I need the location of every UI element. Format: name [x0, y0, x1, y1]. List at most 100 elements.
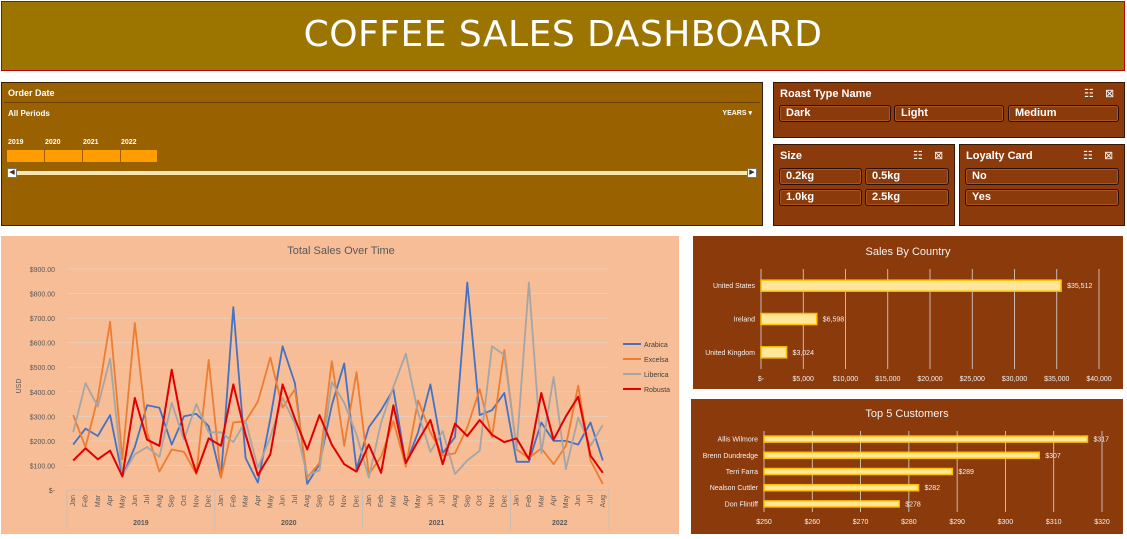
- bar[interactable]: [760, 279, 1062, 292]
- slicer-item-dark[interactable]: Dark: [779, 105, 891, 122]
- x-tick-label: Jul: [144, 495, 151, 504]
- x-tick-label: Dec: [501, 495, 508, 508]
- x-tick-label: $270: [853, 519, 869, 526]
- x-tick-label: Dec: [206, 495, 213, 508]
- slicer-item-1-0kg[interactable]: 1.0kg: [779, 189, 862, 206]
- timeline-scrollbar[interactable]: ◀ ▶: [7, 168, 757, 178]
- clear-filter-icon[interactable]: ⊠: [1104, 150, 1114, 162]
- slicer-item-0-5kg[interactable]: 0.5kg: [865, 168, 949, 185]
- x-tick-label: Jul: [292, 495, 299, 504]
- timeline-year-bar-2020[interactable]: [45, 150, 83, 162]
- y-axis-label: USD: [16, 379, 23, 394]
- x-tick-label: Aug: [452, 495, 459, 508]
- sales-by-country-panel: Sales By Country $35,512 $6,598 $3,024 $- $5…: [693, 236, 1123, 389]
- x-tick-label: Oct: [329, 495, 336, 506]
- slicer-item-2-5kg[interactable]: 2.5kg: [865, 189, 949, 206]
- x-tick-label: $5,000: [793, 376, 815, 383]
- category-label: Nealson Cuttler: [710, 485, 759, 492]
- x-tick-label: Sep: [169, 495, 176, 508]
- category-label: Brenn Dundredge: [703, 453, 758, 460]
- bar[interactable]: [760, 312, 818, 326]
- multi-select-icon[interactable]: ☷: [1083, 150, 1093, 162]
- slicer-item-medium[interactable]: Medium: [1008, 105, 1119, 122]
- x-tick-label: $250: [756, 519, 772, 526]
- y-tick-label: $500.00: [30, 365, 55, 372]
- x-tick-label: $40,000: [1086, 376, 1111, 383]
- data-label: $289: [958, 469, 974, 476]
- x-tick-label: Jan: [366, 495, 373, 506]
- slicer-item-no[interactable]: No: [965, 168, 1119, 185]
- y-tick-label: $100.00: [30, 463, 55, 470]
- slicer-item-0-2kg[interactable]: 0.2kg: [779, 168, 862, 185]
- x-tick-label: $25,000: [960, 376, 985, 383]
- multi-select-icon[interactable]: ☷: [913, 150, 923, 162]
- timeline-year-label: 2020: [45, 139, 61, 146]
- x-tick-label: $300: [998, 519, 1014, 526]
- x-tick-label: $35,000: [1044, 376, 1069, 383]
- total-sales-chart-panel: Total Sales Over Time USD $- $100.00 $200.…: [1, 236, 679, 534]
- legend-label: Excelsa: [644, 357, 669, 364]
- series-line-arabica: [72, 281, 604, 485]
- year-label: 2022: [552, 520, 568, 527]
- bar[interactable]: [763, 500, 900, 508]
- slicer-item-light[interactable]: Light: [894, 105, 1004, 122]
- timeline-year-bar-2022[interactable]: [121, 150, 158, 162]
- x-tick-label: Apr: [255, 494, 262, 506]
- x-tick-label: Dec: [353, 495, 360, 508]
- x-tick-label: Feb: [378, 495, 385, 507]
- x-tick-label: Jul: [440, 495, 447, 504]
- x-tick-label: Oct: [477, 495, 484, 506]
- x-tick-label: May: [267, 495, 274, 509]
- x-tick-label: Aug: [304, 495, 311, 508]
- total-sales-chart: Total Sales Over Time USD $- $100.00 $200.…: [16, 245, 670, 530]
- y-tick-label: $700.00: [30, 316, 55, 323]
- bar[interactable]: [763, 467, 954, 476]
- multi-select-icon[interactable]: ☷: [1084, 88, 1094, 100]
- timeline-level-selector[interactable]: YEARS ▾: [722, 109, 752, 117]
- category-label: Ireland: [734, 317, 756, 324]
- bar[interactable]: [763, 483, 920, 492]
- series-line-robusta: [72, 368, 604, 478]
- timeline-level-label: YEARS: [722, 110, 747, 117]
- y-tick-label: $900.00: [30, 267, 55, 274]
- x-tick-label: Oct: [181, 495, 188, 506]
- x-tick-label: Mar: [95, 494, 102, 507]
- x-tick-label: Mar: [538, 494, 545, 507]
- bar[interactable]: [763, 451, 1040, 460]
- x-tick-label: Jan: [218, 495, 225, 506]
- timeline-scroll-rail[interactable]: [17, 171, 747, 175]
- x-tick-label: Jan: [514, 495, 521, 506]
- x-tick-label: Feb: [82, 495, 89, 507]
- x-tick-label: Apr: [107, 494, 114, 506]
- x-tick-label: Jan: [70, 495, 77, 506]
- timeline-year-bar-2021[interactable]: [83, 150, 121, 162]
- bar[interactable]: [760, 346, 788, 359]
- size-slicer: Size ☷ ⊠ 0.2kg 0.5kg 1.0kg 2.5kg: [773, 144, 955, 226]
- timeline-year-bar-2019[interactable]: [7, 150, 45, 162]
- top-customers-panel: Top 5 Customers $317 $307 $289 $282 $278 $250…: [691, 399, 1123, 534]
- clear-filter-icon[interactable]: ⊠: [1105, 88, 1115, 100]
- y-tick-label: $800.00: [30, 292, 55, 299]
- bar[interactable]: [763, 435, 1089, 443]
- y-tick-label: $300.00: [30, 414, 55, 421]
- x-tick-label: Nov: [193, 495, 200, 508]
- x-tick-label: May: [415, 495, 422, 509]
- slicer-item-yes[interactable]: Yes: [965, 189, 1119, 206]
- timeline-periods-label: All Periods: [8, 109, 50, 118]
- x-tick-label: $320: [1094, 519, 1110, 526]
- x-tick-label: Sep: [464, 495, 471, 508]
- order-date-timeline[interactable]: Order Date All Periods YEARS ▾ 2019 2020…: [1, 82, 763, 226]
- year-label: 2020: [281, 520, 297, 527]
- y-tick-label: $-: [49, 488, 56, 495]
- chart-title: Sales By Country: [866, 246, 951, 258]
- scroll-left-icon[interactable]: ◀: [7, 168, 17, 178]
- legend-label: Arabica: [644, 342, 668, 349]
- clear-filter-icon[interactable]: ⊠: [934, 150, 944, 162]
- scroll-right-icon[interactable]: ▶: [747, 168, 757, 178]
- slicer-header: Loyalty Card: [966, 150, 1033, 162]
- category-label: Allis Wilmore: [718, 437, 759, 444]
- x-tick-label: Apr: [403, 494, 410, 506]
- x-tick-label: $20,000: [917, 376, 942, 383]
- x-tick-label: $30,000: [1002, 376, 1027, 383]
- x-tick-label: $-: [758, 376, 765, 383]
